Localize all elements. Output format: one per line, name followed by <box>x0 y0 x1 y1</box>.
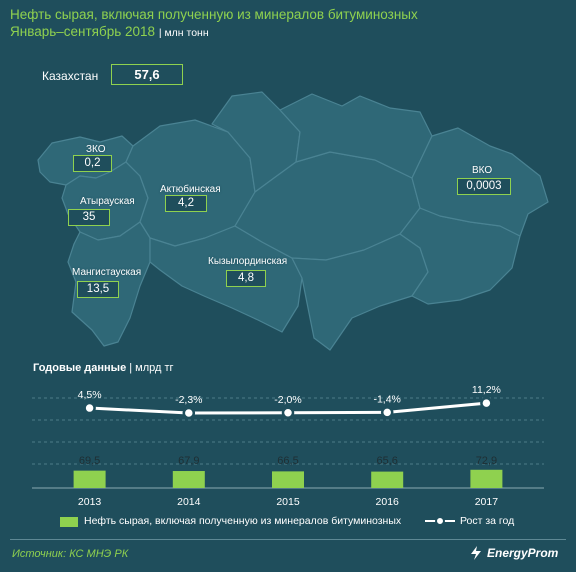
x-tick-label-2013: 2013 <box>78 496 102 508</box>
region-label-zko: ЗКО <box>86 144 106 155</box>
footer-divider <box>10 539 566 540</box>
region-label-aktobe: Актюбинская <box>160 184 221 195</box>
bar-value-label-2016: 65,6 <box>376 455 397 467</box>
legend-bar-swatch <box>60 517 78 527</box>
growth-point-2014 <box>182 406 196 420</box>
legend-bar-label: Нефть сырая, включая полученную из минер… <box>84 515 402 527</box>
region-value-aktobe: 4,2 <box>165 195 207 212</box>
region-value-kyzylorda: 4,8 <box>226 270 266 287</box>
legend-line-swatch <box>425 516 455 526</box>
growth-label-2017: 11,2% <box>472 384 501 396</box>
bar-2017 <box>470 469 503 488</box>
title-line-2: Январь–сентябрь 2018 | млн тонн <box>10 23 418 42</box>
annual-section-title: Годовые данные | млрд тг <box>33 362 174 374</box>
annual-title: Годовые данные <box>33 362 127 374</box>
growth-point-2015 <box>281 406 295 420</box>
growth-point-2017 <box>480 396 493 410</box>
bar-value-label-2017: 72,9 <box>476 455 497 467</box>
chart-legend: Нефть сырая, включая полученную из минер… <box>0 514 576 530</box>
source-note: Источник: КС МНЭ РК <box>12 548 129 560</box>
region-value-vko: 0,0003 <box>457 178 511 195</box>
brand-name: EnergyProm <box>487 546 559 560</box>
bar-2015 <box>272 471 304 488</box>
region-value-atyrau: 35 <box>68 209 110 226</box>
x-tick-label-2014: 2014 <box>177 496 201 508</box>
period-label: Январь–сентябрь 2018 <box>10 24 156 39</box>
x-tick-label-2016: 2016 <box>376 496 400 508</box>
bar-value-label-2015: 66,5 <box>277 455 298 467</box>
region-label-vko: ВКО <box>472 165 493 176</box>
region-label-kyzylorda: Кызылординская <box>208 256 288 267</box>
region-label-atyrau: Атырауская <box>80 196 135 207</box>
energyprom-logo-icon <box>471 546 481 560</box>
title-unit: | млн тонн <box>158 27 209 39</box>
x-tick-label-2017: 2017 <box>475 496 499 508</box>
x-tick-label-2015: 2015 <box>276 496 300 508</box>
growth-point-2016 <box>380 406 394 419</box>
bar-value-label-2013: 69,5 <box>79 455 100 467</box>
bar-2016 <box>371 471 404 488</box>
region-label-mangistau: Мангистауская <box>72 267 142 278</box>
growth-label-2013: 4,5% <box>78 389 102 401</box>
legend-line-label: Рост за год <box>460 515 515 527</box>
region-value-zko: 0,2 <box>73 155 112 172</box>
kazakhstan-label: Казахстан <box>42 69 99 83</box>
bar-value-label-2014: 67,9 <box>178 455 199 467</box>
kazakhstan-value: 57,6 <box>111 64 183 85</box>
annual-unit: | млрд тг <box>129 362 174 374</box>
growth-label-2016: -1,4% <box>373 393 400 405</box>
page-title: Нефть сырая, включая полученную из минер… <box>10 6 418 42</box>
growth-point-2013 <box>83 401 96 415</box>
title-line-1: Нефть сырая, включая полученную из минер… <box>10 7 418 22</box>
growth-label-2015: -2,0% <box>274 394 301 406</box>
growth-label-2014: -2,3% <box>175 394 202 406</box>
bar-2013 <box>73 470 106 488</box>
bar-2014 <box>172 471 205 488</box>
region-value-mangistau: 13,5 <box>77 281 119 298</box>
annual-chart: 69,5 2013 67,9 2014 66,5 2015 65,6 2016 72,9 2017… <box>32 384 544 508</box>
